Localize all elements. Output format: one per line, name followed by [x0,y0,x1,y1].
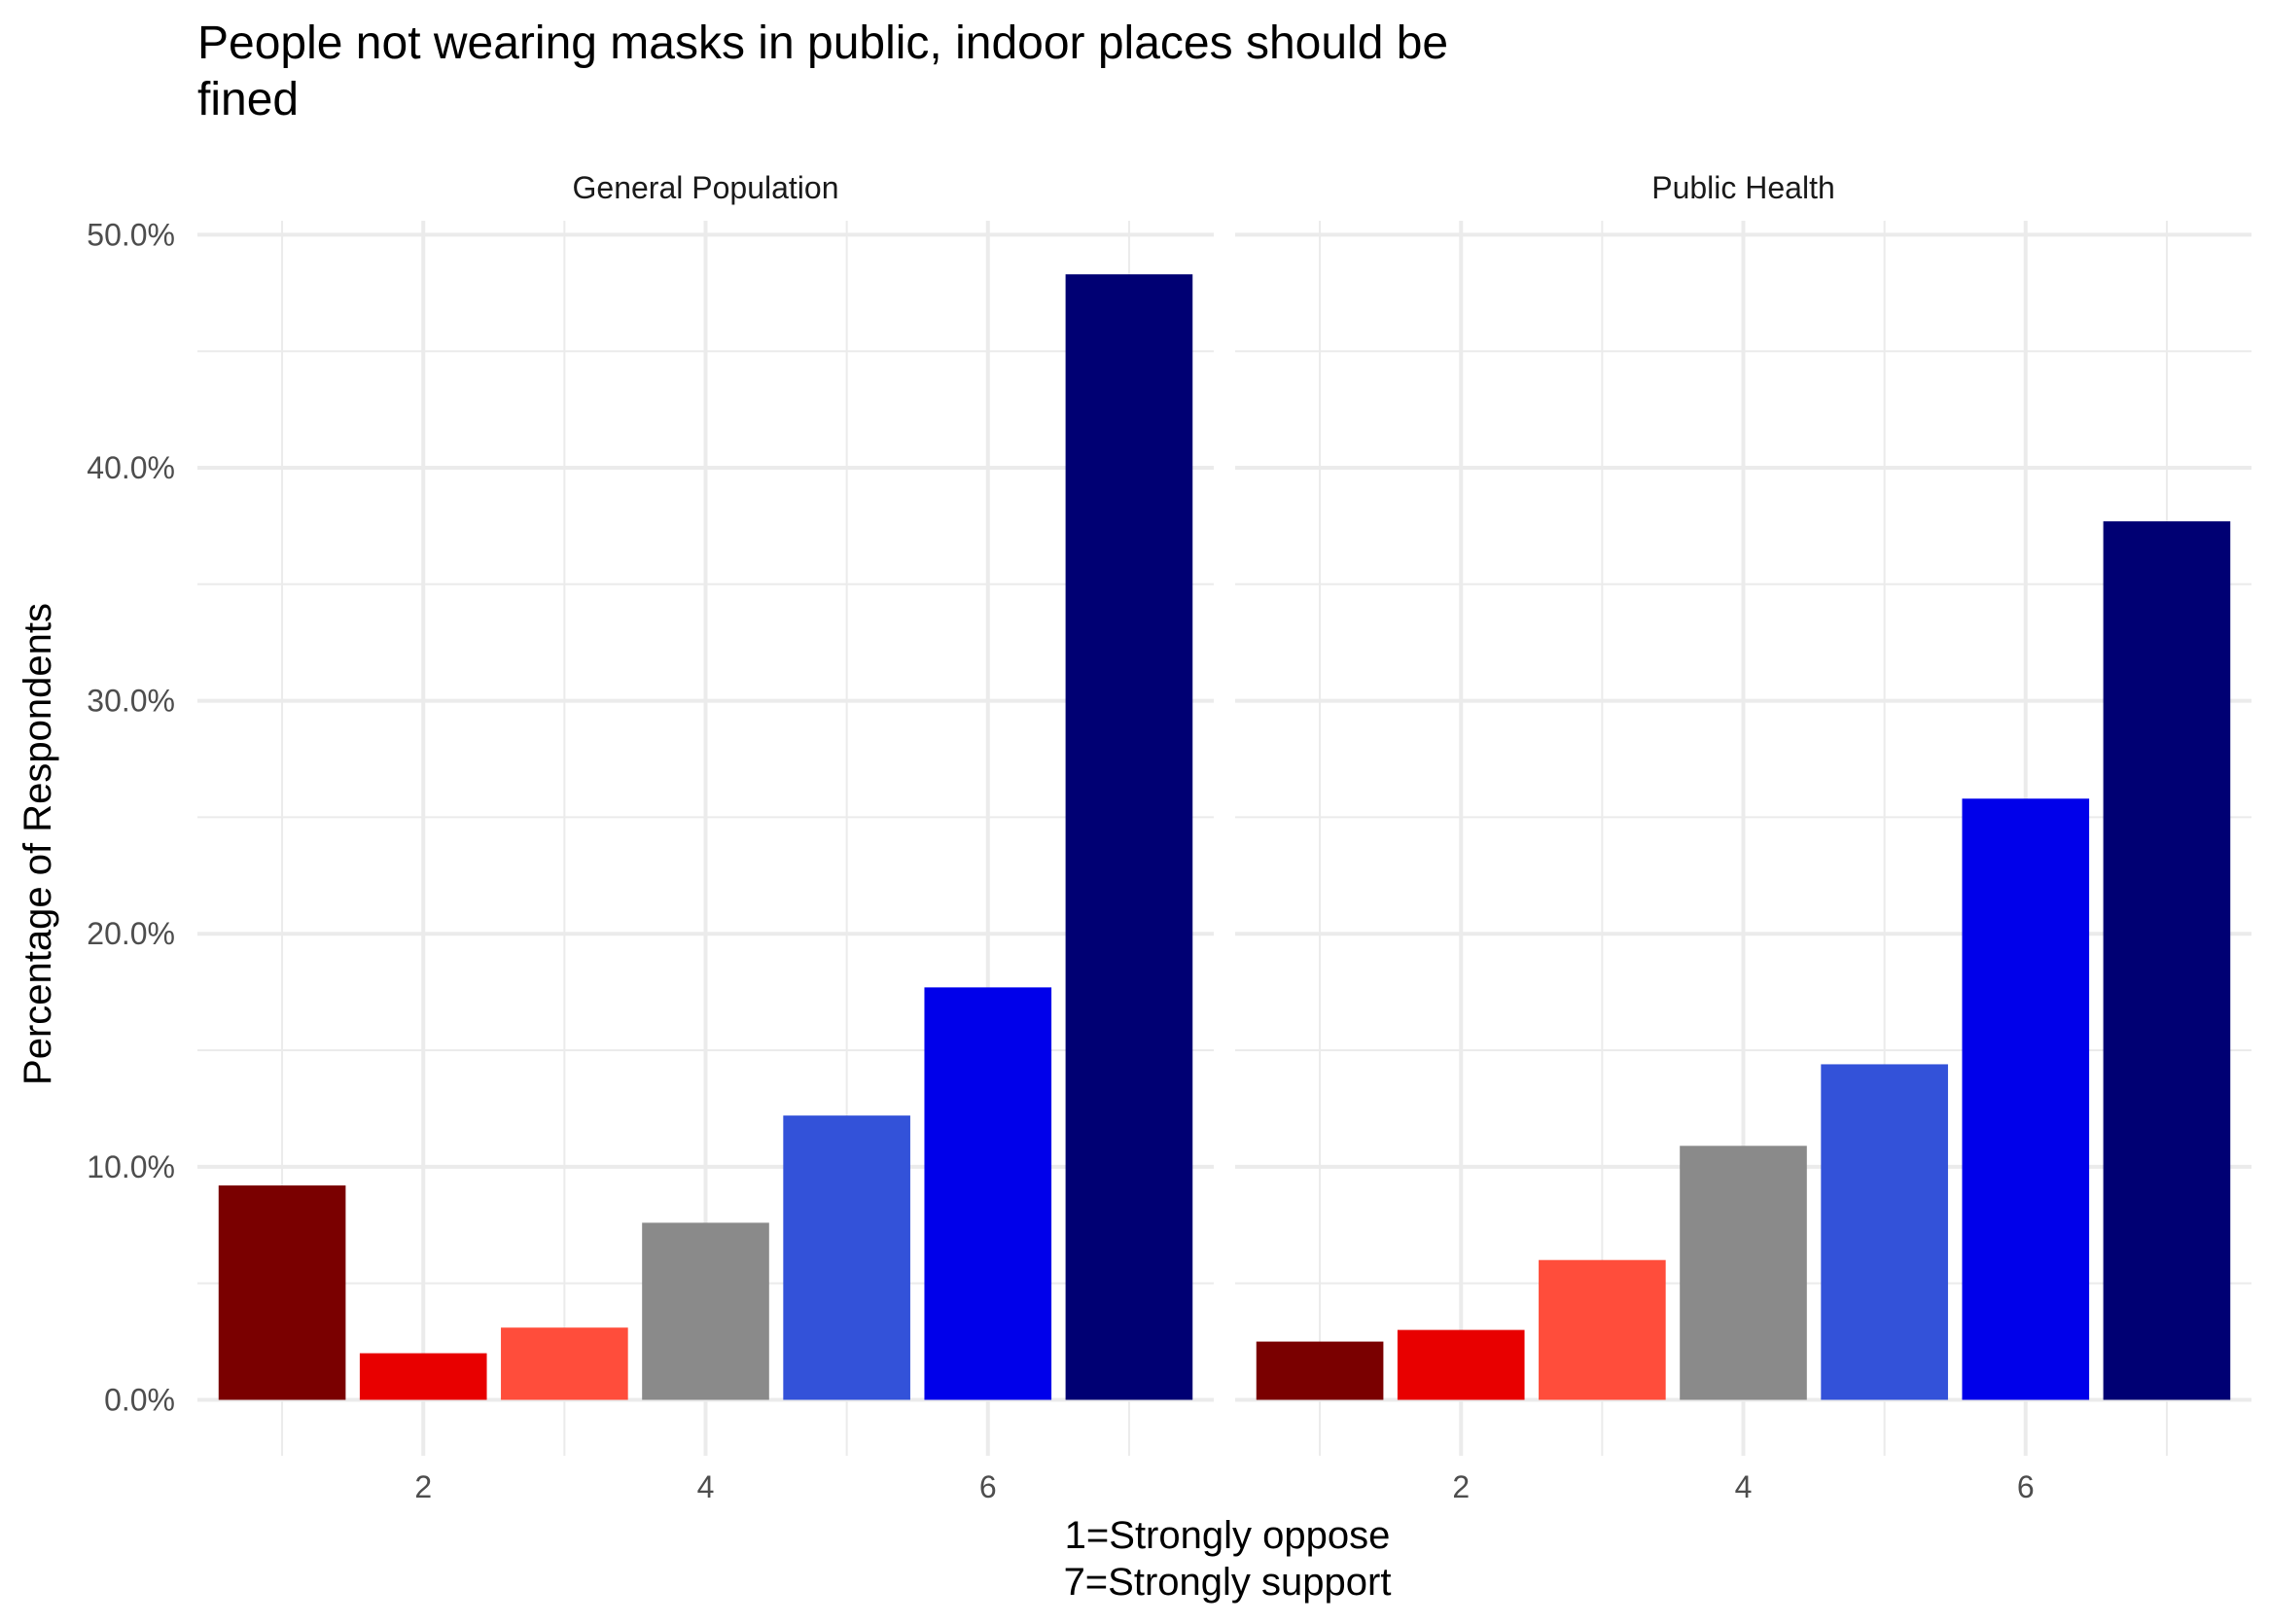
y-axis-ticks: 0.0% 10.0% 20.0% 30.0% 40.0% 50.0% [87,217,175,1417]
chart-title-line-1: People not wearing masks in public, indo… [197,18,1448,69]
bar-7 [1065,274,1193,1400]
bar-3 [501,1327,628,1400]
panel-1: General Population 2 4 6 [197,170,1214,1504]
bar-5 [783,1115,910,1400]
x-tick-label: 6 [2017,1469,2035,1504]
x-tick-label: 2 [1452,1469,1470,1504]
bar-6 [924,987,1052,1400]
y-axis-title: Percentage of Respondents [17,603,59,1085]
facet-strip-label: Public Health [1651,170,1835,205]
bar-4 [642,1222,769,1400]
bar-1 [218,1185,346,1400]
bar-5 [1821,1064,1948,1400]
y-tick-label: 0.0% [104,1382,175,1417]
y-tick-label: 50.0% [87,217,175,252]
chart-title-line-2: fined [197,74,299,125]
y-tick-label: 30.0% [87,684,175,719]
bar-3 [1539,1259,1666,1400]
x-axis-title-line-2: 7=Strongly support [1064,1561,1392,1604]
x-tick-label: 4 [697,1469,715,1504]
facet-panels: General Population 2 4 6 Public Health 2 4 6 [197,170,2251,1504]
bar-4 [1680,1146,1807,1400]
y-tick-label: 20.0% [87,916,175,951]
bar-6 [1962,798,2090,1400]
x-tick-label: 6 [979,1469,997,1504]
x-tick-label: 4 [1735,1469,1753,1504]
facet-strip-label: General Population [573,170,839,205]
bar-2 [1397,1329,1525,1400]
y-tick-label: 10.0% [87,1149,175,1184]
y-tick-label: 40.0% [87,450,175,485]
bar-7 [2103,521,2231,1400]
x-tick-label: 2 [414,1469,432,1504]
bar-2 [359,1353,487,1400]
bar-1 [1256,1341,1384,1400]
panel-2: Public Health 2 4 6 [1235,170,2251,1504]
x-axis-title-line-1: 1=Strongly oppose [1065,1514,1391,1557]
